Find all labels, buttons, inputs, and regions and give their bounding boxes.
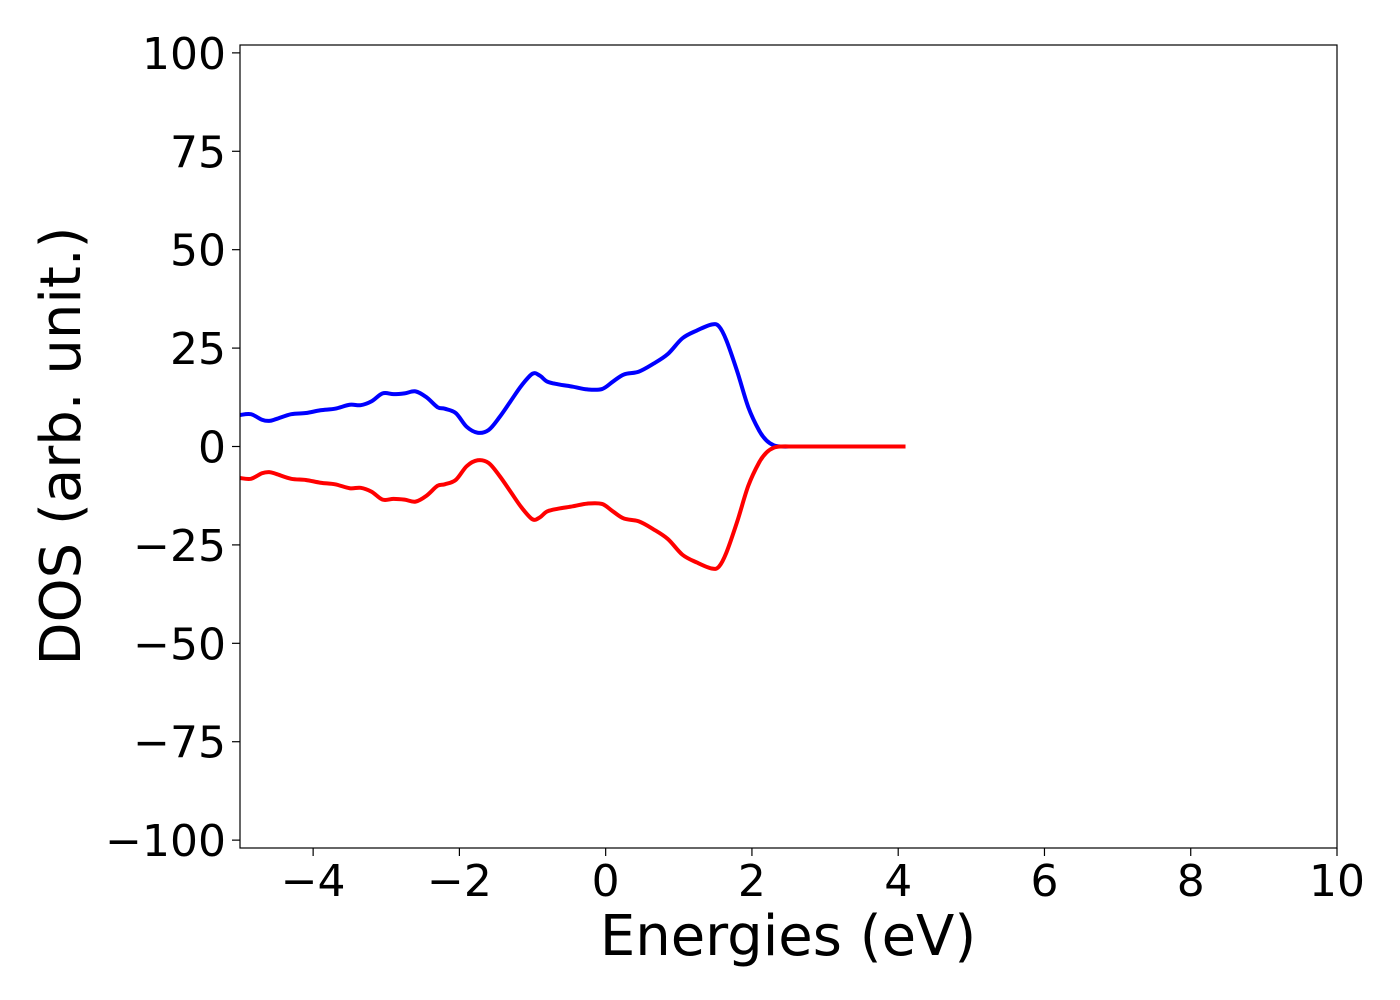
x-tick-label: 2 (738, 856, 766, 907)
series-line-up (240, 322, 906, 449)
series-layer (240, 322, 906, 571)
x-tick-label: −2 (427, 856, 492, 907)
x-tick-label: 0 (592, 856, 620, 907)
x-tick-label: 10 (1309, 856, 1365, 907)
y-axis-ticks: 100 75 50 25 0 −25 −50 −75 −100 (105, 29, 240, 867)
y-tick-label: 25 (170, 324, 226, 375)
x-tick-label: 4 (884, 856, 912, 907)
x-axis-label: Energies (eV) (600, 904, 976, 969)
y-tick-label: 0 (198, 423, 226, 474)
x-tick-label: 6 (1030, 856, 1058, 907)
y-tick-label: −25 (133, 521, 226, 572)
x-tick-label: −4 (281, 856, 346, 907)
y-tick-label: 100 (142, 29, 226, 80)
x-tick-label: 8 (1177, 856, 1205, 907)
y-tick-label: 50 (170, 226, 226, 277)
y-tick-label: 75 (170, 127, 226, 178)
y-tick-label: −75 (133, 718, 226, 769)
series-line-down (240, 444, 906, 571)
y-tick-label: −50 (133, 619, 226, 670)
y-axis-label: DOS (arb. unit.) (29, 226, 94, 665)
y-tick-label: −100 (105, 816, 226, 867)
x-axis-ticks: −4 −2 0 2 4 6 8 10 (281, 848, 1365, 907)
